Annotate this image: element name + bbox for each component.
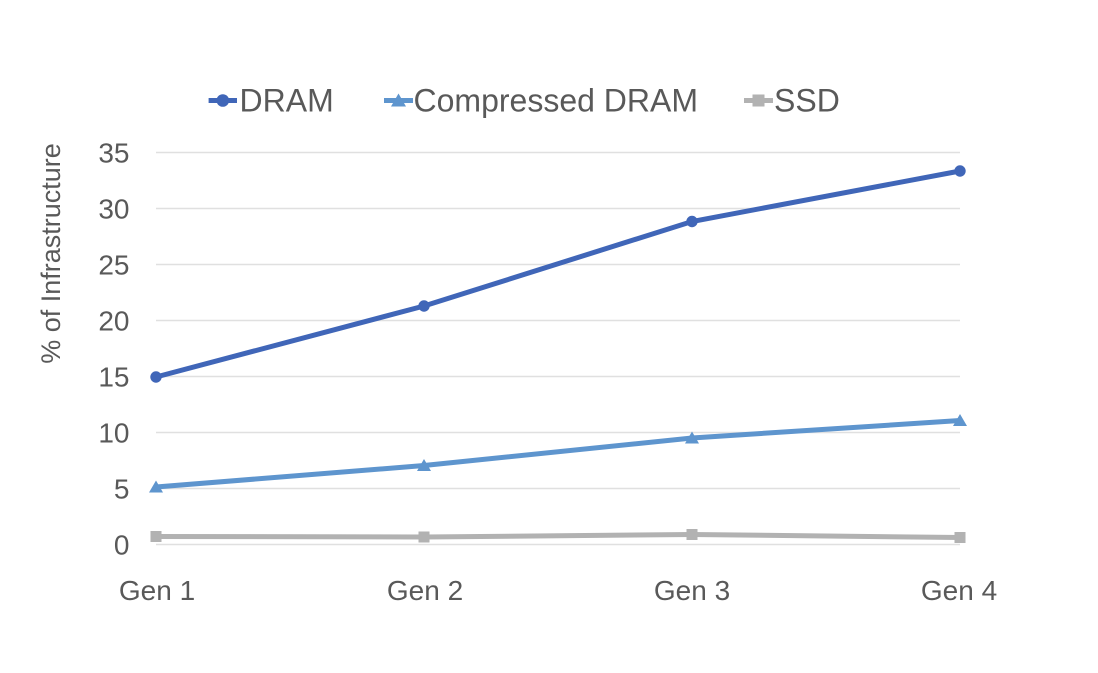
svg-text:20: 20 [98, 306, 129, 337]
svg-text:Gen 4: Gen 4 [921, 575, 997, 606]
svg-text:0: 0 [114, 530, 130, 561]
svg-text:Compressed DRAM: Compressed DRAM [414, 83, 699, 119]
svg-text:10: 10 [98, 418, 129, 449]
svg-text:15: 15 [98, 362, 129, 393]
svg-text:25: 25 [98, 250, 129, 281]
svg-text:30: 30 [98, 194, 129, 225]
svg-text:35: 35 [98, 138, 129, 169]
svg-text:% of Infrastructure: % of Infrastructure [36, 143, 66, 364]
svg-text:SSD: SSD [774, 83, 840, 119]
svg-text:Gen 3: Gen 3 [654, 575, 730, 606]
svg-text:Gen 2: Gen 2 [387, 575, 463, 606]
svg-text:Gen 1: Gen 1 [119, 575, 195, 606]
svg-text:5: 5 [114, 474, 130, 505]
svg-text:DRAM: DRAM [240, 83, 334, 119]
